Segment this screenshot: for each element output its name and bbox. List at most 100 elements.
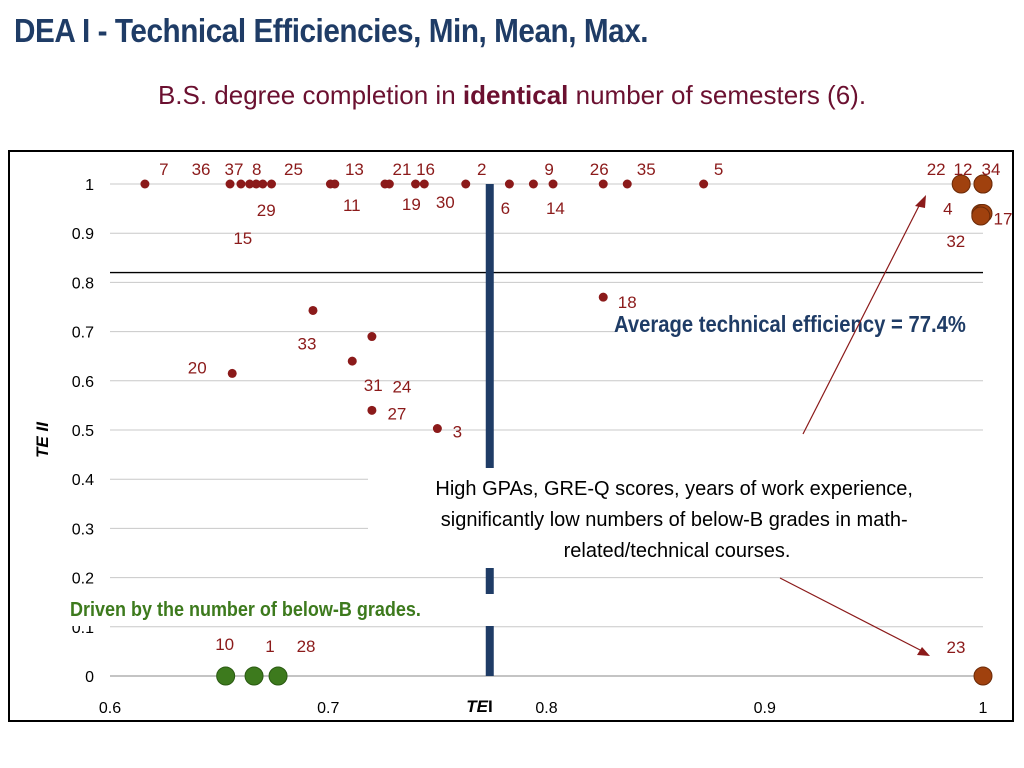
y-axis-label: TE II [33, 421, 52, 458]
data-point-27 [367, 405, 377, 415]
data-point-3 [432, 424, 442, 434]
point-label-35: 35 [637, 160, 656, 179]
annotation-line-3: related/technical courses. [564, 540, 791, 562]
point-label-10: 10 [215, 635, 234, 654]
point-label-1: 1 [265, 637, 274, 656]
y-tick-label: 0.6 [72, 374, 94, 391]
point-label-2: 2 [477, 160, 486, 179]
y-tick-label: 0.9 [72, 226, 94, 243]
point-label-6: 6 [501, 199, 510, 218]
data-point-2 [461, 179, 471, 189]
data-point-28 [268, 666, 288, 686]
data-point-18 [598, 292, 608, 302]
data-point-22 [951, 174, 971, 194]
point-label-29: 29 [257, 201, 276, 220]
x-tick-label: 0.9 [754, 700, 776, 717]
subtitle-suffix: number of semesters (6). [568, 80, 867, 110]
x-tick-label: 0.8 [535, 700, 557, 717]
point-label-4: 4 [943, 200, 952, 219]
point-label-19: 19 [402, 195, 421, 214]
annotation-line-2: significantly low numbers of below-B gra… [441, 509, 908, 531]
slide-subtitle: B.S. degree completion in identical numb… [0, 80, 1024, 111]
point-label-16: 16 [416, 160, 435, 179]
point-label-36: 36 [192, 160, 211, 179]
x-tick-label: 1 [979, 700, 988, 717]
slide-title: DEA I - Technical Efficiencies, Min, Mea… [14, 12, 649, 49]
data-point-7 [140, 179, 150, 189]
point-label-33: 33 [298, 334, 317, 353]
point-label-27: 27 [387, 404, 406, 423]
point-label-23: 23 [947, 638, 966, 657]
average-efficiency-label: Average technical efficiency = 77.4% [614, 311, 966, 338]
data-point-32 [971, 206, 991, 226]
point-label-24: 24 [392, 378, 411, 397]
chart-frame: 0 0.1 0.2 0.3 0.4 0.5 0.6 0.7 0.8 0.9 1 0.6 0.7 0.8 0… [8, 150, 1014, 722]
average-label-bg [616, 310, 1008, 346]
data-point-16 [411, 179, 421, 189]
annotation-text: High GPAs, GRE-Q scores, years of work e… [435, 478, 918, 562]
point-label-3: 3 [453, 423, 462, 442]
point-label-32: 32 [946, 232, 965, 251]
data-point-36 [225, 179, 235, 189]
point-label-12: 12 [954, 160, 973, 179]
point-label-31: 31 [364, 376, 383, 395]
point-label-18: 18 [618, 293, 637, 312]
subtitle-emphasis: identical [462, 80, 569, 110]
x-tick-label: 0.7 [317, 700, 339, 717]
data-point-20 [227, 368, 237, 378]
data-point-11 [330, 179, 340, 189]
point-label-28: 28 [297, 637, 316, 656]
data-point-31 [347, 356, 357, 366]
data-point-8 [245, 179, 255, 189]
point-label-15: 15 [233, 229, 252, 248]
point-label-8: 8 [252, 160, 261, 179]
y-tick-label: 0.2 [72, 571, 94, 588]
data-point-6 [504, 179, 514, 189]
green-annotation: Driven by the number of below-B grades. [70, 599, 421, 621]
y-tick-label: 0 [85, 669, 94, 686]
annotation-line-1: High GPAs, GRE-Q scores, years of work e… [435, 478, 913, 500]
data-point-23 [973, 666, 993, 686]
point-label-11: 11 [343, 196, 361, 215]
average-te1-bar [485, 184, 494, 676]
arrow-to-top-right [802, 199, 923, 435]
arrow-to-bottom-right [779, 577, 925, 653]
point-label-37: 37 [224, 160, 243, 179]
data-point-26 [598, 179, 608, 189]
y-axis-ticks: 00.10.20.30.40.50.60.70.80.91 [72, 177, 94, 686]
y-tick-label: 0.5 [72, 423, 94, 440]
y-tick-label: 0.7 [72, 325, 94, 342]
data-point-14 [528, 179, 538, 189]
annotation-box [368, 468, 984, 568]
subtitle-prefix: B.S. degree completion in [157, 80, 463, 110]
point-label-30: 30 [436, 193, 455, 212]
point-label-21: 21 [393, 160, 412, 179]
arrowhead-bottom-right [917, 647, 930, 656]
point-label-5: 5 [714, 160, 723, 179]
point-label-13: 13 [345, 160, 364, 179]
y-tick-label: 0.8 [72, 275, 94, 292]
data-point-10 [216, 666, 236, 686]
point-label-25: 25 [284, 160, 303, 179]
data-point-34 [973, 174, 993, 194]
point-label-26: 26 [590, 160, 609, 179]
y-tick-label: 0.3 [72, 521, 94, 538]
scatter-chart: 00.10.20.30.40.50.60.70.80.91 0.6 0.7 0.8 0… [33, 160, 1012, 717]
data-point-37 [236, 179, 246, 189]
green-annotation-bg [60, 594, 494, 626]
y-tick-label: 1 [85, 177, 94, 194]
data-point-19 [384, 179, 394, 189]
point-label-7: 7 [159, 160, 168, 179]
data-point-35 [622, 179, 632, 189]
point-label-14: 14 [546, 199, 565, 218]
data-point-24 [367, 332, 377, 342]
data-point-15 [258, 179, 268, 189]
x-tick-label: 0.6 [99, 700, 121, 717]
data-point-5 [699, 179, 709, 189]
data-point-30 [419, 179, 429, 189]
x-axis-label-italic: TE [466, 697, 488, 716]
point-label-22: 22 [927, 160, 946, 179]
x-axis-ticks: 0.6 0.7 0.8 0.9 1 [99, 700, 988, 717]
point-label-20: 20 [188, 358, 207, 377]
